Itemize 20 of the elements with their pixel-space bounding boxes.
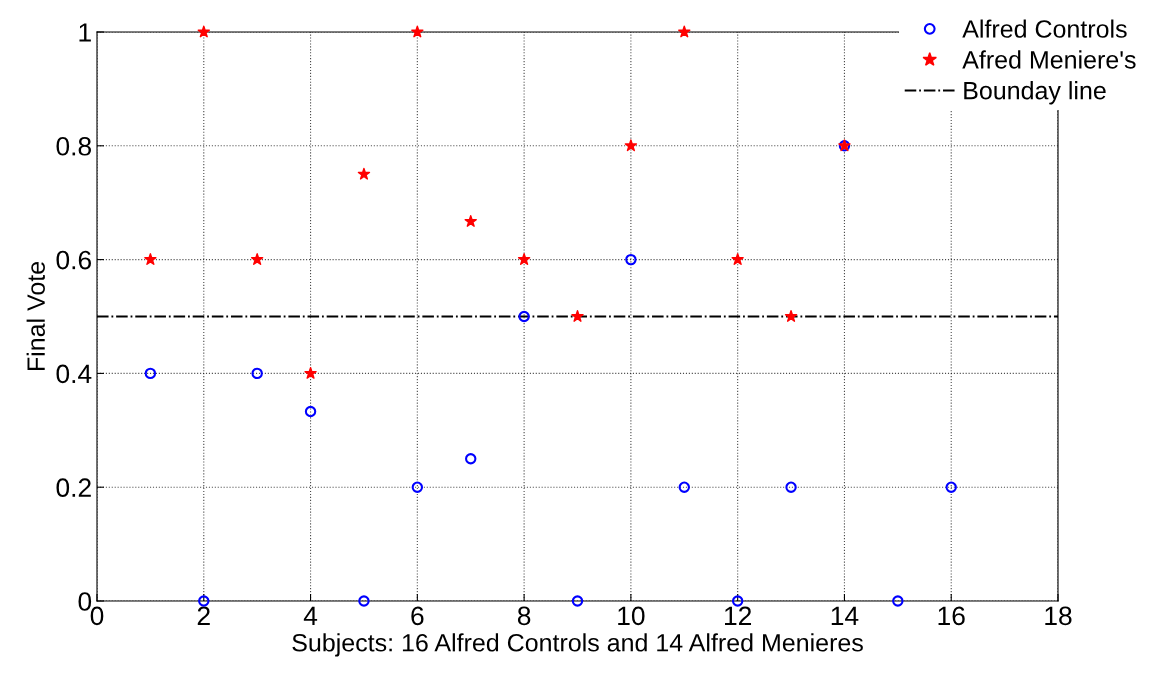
x-tick-label: 4 (303, 606, 318, 625)
legend-label: Afred Meniere's (962, 50, 1136, 69)
y-tick-label: 0.8 (56, 136, 91, 156)
x-tick-label: 18 (1045, 606, 1072, 626)
x-tick-label: 16 (938, 606, 965, 626)
y-axis-title: Final Vote (26, 262, 45, 371)
y-tick-label: 0.4 (56, 364, 92, 384)
x-tick-label: 10 (618, 606, 645, 626)
legend-label: Bounday line (964, 81, 1106, 105)
y-tick-label: 0.2 (56, 478, 91, 498)
x-axis-title: Subjects: 16 Alfred Controls and 14 Alfred Menieres (292, 633, 863, 657)
x-tick-label: 6 (411, 606, 424, 626)
x-tick-label: 2 (197, 606, 210, 625)
x-tick-label: 14 (831, 606, 859, 625)
y-tick-label: 0.6 (56, 250, 91, 270)
x-tick-label: 8 (517, 606, 531, 626)
y-tick-label: 1 (79, 23, 91, 42)
y-tick-label: 0 (78, 592, 92, 611)
legend-label: Alfred Controls (962, 19, 1127, 38)
x-tick-label: 12 (725, 606, 752, 625)
